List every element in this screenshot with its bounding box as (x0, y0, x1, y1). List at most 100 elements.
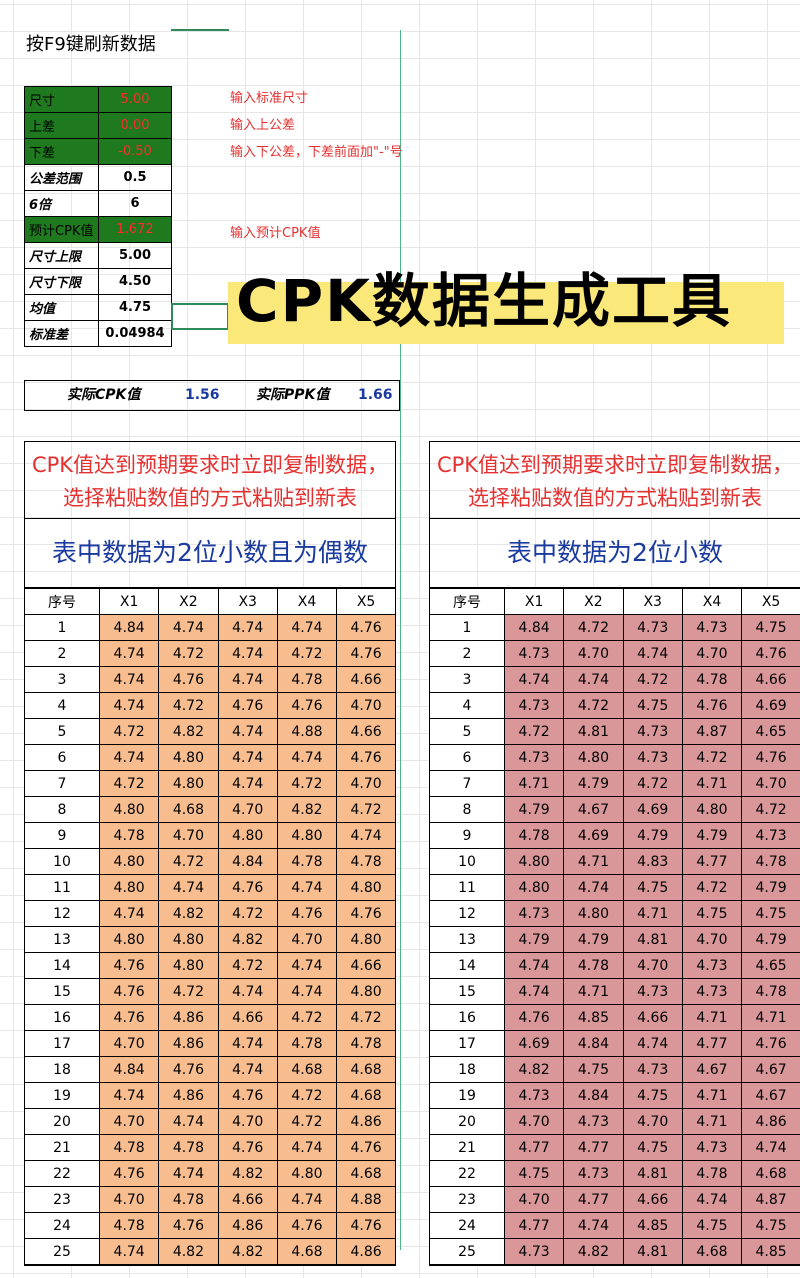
data-cell[interactable]: 4.81 (563, 718, 624, 745)
data-cell[interactable]: 4.72 (681, 874, 743, 901)
data-cell[interactable]: 4.82 (217, 1160, 278, 1187)
row-index[interactable]: 8 (430, 796, 505, 823)
data-cell[interactable]: 4.76 (741, 744, 800, 771)
row-index[interactable]: 24 (430, 1212, 505, 1239)
data-cell[interactable]: 4.80 (217, 822, 278, 849)
data-cell[interactable]: 4.72 (276, 1082, 338, 1109)
data-cell[interactable]: 4.76 (158, 1212, 219, 1239)
data-cell[interactable]: 4.72 (276, 770, 338, 797)
data-cell[interactable]: 4.73 (622, 744, 683, 771)
actual-ppk-value[interactable]: 1.66 (358, 387, 393, 403)
data-cell[interactable]: 4.72 (622, 666, 683, 693)
data-cell[interactable]: 4.72 (563, 692, 624, 719)
data-cell[interactable]: 4.80 (158, 952, 219, 979)
data-cell[interactable]: 4.70 (98, 1186, 160, 1213)
data-cell[interactable]: 4.68 (336, 1082, 395, 1109)
row-index[interactable]: 18 (430, 1056, 505, 1083)
data-cell[interactable]: 4.68 (336, 1160, 395, 1187)
data-cell[interactable]: 4.74 (563, 666, 624, 693)
data-cell[interactable]: 4.80 (158, 926, 219, 953)
data-cell[interactable]: 4.79 (503, 926, 565, 953)
data-cell[interactable]: 4.72 (336, 1004, 395, 1031)
data-cell[interactable]: 4.68 (276, 1056, 338, 1083)
data-cell[interactable]: 4.74 (681, 1186, 743, 1213)
data-cell[interactable]: 4.72 (276, 1004, 338, 1031)
row-index[interactable]: 10 (25, 848, 100, 875)
data-cell[interactable]: 4.73 (503, 640, 565, 667)
data-cell[interactable]: 4.86 (158, 1030, 219, 1057)
row-index[interactable]: 18 (25, 1056, 100, 1083)
data-cell[interactable]: 4.85 (741, 1238, 800, 1265)
data-cell[interactable]: 4.75 (622, 874, 683, 901)
data-cell[interactable]: 4.84 (503, 614, 565, 641)
data-cell[interactable]: 4.74 (276, 744, 338, 771)
row-index[interactable]: 2 (430, 640, 505, 667)
data-cell[interactable]: 4.76 (336, 640, 395, 667)
row-index[interactable]: 1 (25, 614, 100, 641)
data-cell[interactable]: 4.74 (503, 666, 565, 693)
data-cell[interactable]: 4.80 (98, 874, 160, 901)
data-cell[interactable]: 4.88 (336, 1186, 395, 1213)
data-cell[interactable]: 4.79 (503, 796, 565, 823)
data-cell[interactable]: 4.74 (503, 978, 565, 1005)
data-cell[interactable]: 4.70 (741, 770, 800, 797)
row-index[interactable]: 15 (430, 978, 505, 1005)
data-cell[interactable]: 4.67 (741, 1082, 800, 1109)
data-cell[interactable]: 4.76 (741, 1030, 800, 1057)
data-cell[interactable]: 4.78 (158, 1134, 219, 1161)
data-cell[interactable]: 4.86 (741, 1108, 800, 1135)
data-cell[interactable]: 4.77 (681, 848, 743, 875)
data-cell[interactable]: 4.73 (503, 900, 565, 927)
data-cell[interactable]: 4.74 (98, 692, 160, 719)
data-cell[interactable]: 4.78 (741, 978, 800, 1005)
row-index[interactable]: 14 (430, 952, 505, 979)
data-cell[interactable]: 4.87 (741, 1186, 800, 1213)
data-cell[interactable]: 4.77 (503, 1134, 565, 1161)
data-cell[interactable]: 4.73 (563, 1108, 624, 1135)
param-value[interactable]: 4.75 (98, 294, 172, 321)
data-cell[interactable]: 4.74 (217, 744, 278, 771)
row-index[interactable]: 22 (430, 1160, 505, 1187)
data-cell[interactable]: 4.88 (276, 718, 338, 745)
data-cell[interactable]: 4.71 (681, 1108, 743, 1135)
data-cell[interactable]: 4.78 (98, 1212, 160, 1239)
row-index[interactable]: 11 (430, 874, 505, 901)
data-cell[interactable]: 4.86 (336, 1108, 395, 1135)
data-cell[interactable]: 4.68 (681, 1238, 743, 1265)
row-index[interactable]: 19 (430, 1082, 505, 1109)
data-cell[interactable]: 4.74 (158, 614, 219, 641)
data-cell[interactable]: 4.73 (681, 1134, 743, 1161)
param-value[interactable]: 0.00 (98, 112, 172, 139)
data-cell[interactable]: 4.72 (158, 692, 219, 719)
row-index[interactable]: 16 (25, 1004, 100, 1031)
data-cell[interactable]: 4.70 (503, 1186, 565, 1213)
data-cell[interactable]: 4.82 (158, 718, 219, 745)
data-cell[interactable]: 4.75 (563, 1056, 624, 1083)
row-index[interactable]: 17 (430, 1030, 505, 1057)
param-value[interactable]: -0.50 (98, 138, 172, 165)
param-value[interactable]: 5.00 (98, 242, 172, 269)
data-cell[interactable]: 4.72 (622, 770, 683, 797)
data-cell[interactable]: 4.75 (622, 1134, 683, 1161)
data-cell[interactable]: 4.74 (158, 874, 219, 901)
data-cell[interactable]: 4.76 (336, 900, 395, 927)
data-cell[interactable]: 4.66 (217, 1186, 278, 1213)
param-value[interactable]: 6 (98, 190, 172, 217)
row-index[interactable]: 21 (430, 1134, 505, 1161)
data-cell[interactable]: 4.74 (98, 666, 160, 693)
data-cell[interactable]: 4.80 (158, 770, 219, 797)
data-cell[interactable]: 4.76 (681, 692, 743, 719)
data-cell[interactable]: 4.86 (158, 1082, 219, 1109)
data-cell[interactable]: 4.66 (217, 1004, 278, 1031)
data-cell[interactable]: 4.76 (217, 692, 278, 719)
data-cell[interactable]: 4.80 (98, 926, 160, 953)
data-cell[interactable]: 4.72 (681, 744, 743, 771)
data-cell[interactable]: 4.70 (681, 640, 743, 667)
row-index[interactable]: 13 (25, 926, 100, 953)
data-cell[interactable]: 4.74 (741, 1134, 800, 1161)
data-cell[interactable]: 4.78 (336, 848, 395, 875)
data-cell[interactable]: 4.79 (741, 874, 800, 901)
data-cell[interactable]: 4.77 (563, 1186, 624, 1213)
data-cell[interactable]: 4.82 (503, 1056, 565, 1083)
data-cell[interactable]: 4.70 (622, 1108, 683, 1135)
